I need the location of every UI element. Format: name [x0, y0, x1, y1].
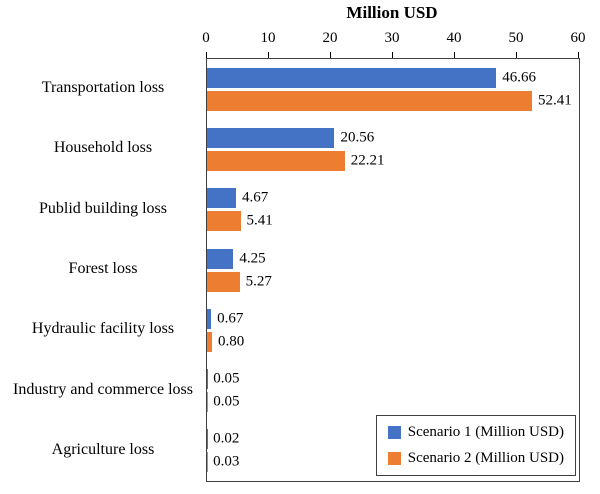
x-axis-tick-labels: 0 10 20 30 40 50 60	[202, 30, 585, 50]
bar-value-label: 4.67	[241, 189, 269, 206]
bar-value-label: 0.05	[213, 393, 240, 410]
chart-title: Million USD	[346, 3, 438, 22]
x-axis-tick-marks	[206, 52, 579, 58]
bar-value-label: 5.41	[246, 212, 273, 229]
x-tick-mark	[578, 52, 579, 58]
legend-label-scenario-2: Scenario 2 (Million USD)	[407, 450, 564, 466]
bar-value-label: 0.02	[213, 430, 240, 447]
x-tick-label: 50	[508, 30, 524, 46]
x-tick-label: 40	[446, 30, 462, 46]
category-label: Forest loss	[68, 259, 138, 277]
bar-scenario-2	[207, 211, 241, 232]
x-tick-mark	[206, 52, 207, 58]
x-tick-mark	[330, 52, 331, 58]
bar-value-label: 22.21	[350, 152, 385, 169]
legend-label-scenario-1: Scenario 1 (Million USD)	[407, 424, 564, 440]
category-label: Agriculture loss	[51, 440, 155, 458]
bar-value-label: 0.80	[217, 333, 245, 350]
bar-value-label: 0.03	[213, 453, 240, 470]
bar-scenario-2	[207, 150, 345, 171]
category-label: Transportation loss	[41, 79, 165, 97]
bar-value-label: 5.27	[245, 273, 272, 289]
bar-value-label: 0.67	[217, 310, 244, 327]
plot-area: Scenario 1 (Million USD) Scenario 2 (Mil…	[206, 58, 580, 482]
bar-scenario-1	[207, 127, 335, 148]
bar-scenario-2	[207, 331, 212, 352]
bar-value-label: 4.25	[239, 250, 266, 266]
x-tick-mark	[392, 52, 393, 58]
x-tick-label: 30	[384, 30, 400, 46]
bar-scenario-1	[207, 67, 497, 88]
legend-item-scenario-2: Scenario 2 (Million USD)	[387, 450, 564, 467]
bar-scenario-1	[207, 308, 212, 329]
category-label: Hydraulic facility loss	[31, 320, 175, 338]
y-axis-category-labels: Transportation loss Household loss Publid …	[8, 58, 198, 480]
bar-value-label: 20.56	[340, 129, 375, 146]
x-tick-label: 10	[260, 30, 276, 46]
x-tick-label: 60	[570, 30, 586, 46]
category-label: Industry and commerce loss	[13, 380, 193, 398]
category-label: Publid building loss	[38, 199, 168, 217]
legend: Scenario 1 (Million USD) Scenario 2 (Mil…	[375, 415, 576, 476]
bar-value-label: 46.66	[502, 69, 537, 86]
category-label: Household loss	[53, 139, 153, 157]
x-tick-mark	[516, 52, 517, 58]
legend-swatch-scenario-2-icon	[387, 452, 401, 465]
x-tick-label: 0	[202, 30, 210, 46]
bar-scenario-2	[207, 271, 240, 292]
bar-value-label: 52.41	[537, 92, 572, 109]
legend-swatch-scenario-1-icon	[387, 426, 401, 439]
legend-item-scenario-1: Scenario 1 (Million USD)	[387, 424, 564, 441]
bar-scenario-2	[207, 90, 532, 111]
x-tick-label: 20	[322, 30, 338, 46]
bar-scenario-1	[207, 248, 234, 269]
bar-scenario-1	[207, 188, 236, 209]
x-tick-mark	[454, 52, 455, 58]
x-tick-mark	[268, 52, 269, 58]
bar-value-label: 0.05	[213, 370, 240, 387]
